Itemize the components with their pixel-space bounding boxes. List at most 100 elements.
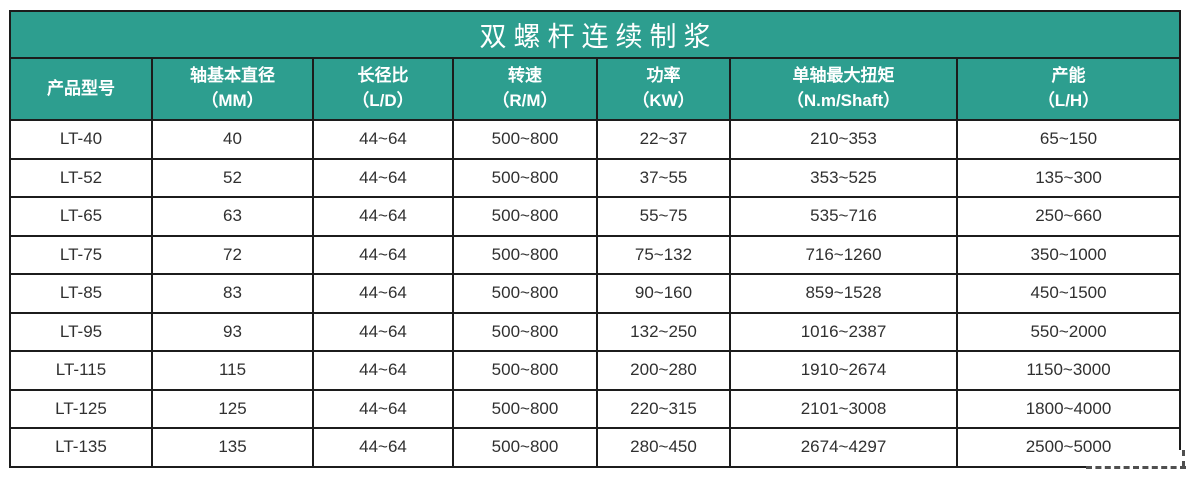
- value-cell: 716~1260: [729, 234, 958, 275]
- model-cell: LT-85: [9, 273, 153, 314]
- table-row-LT-125: LT-125 125 44~64 500~800 220~315 2101~3008 180…: [9, 388, 1182, 429]
- table-row-LT-65: LT-65 63 44~64 500~800 55~75 535~716 250~660: [9, 196, 1182, 237]
- column-label: 功率: [646, 66, 681, 86]
- value-cell: 500~800: [452, 196, 598, 237]
- value-cell: 500~800: [452, 311, 598, 352]
- column-label: 产能: [1051, 66, 1086, 86]
- value-cell: 44~64: [312, 427, 454, 468]
- value-cell: 44~64: [312, 196, 454, 237]
- value-cell: 1150~3000: [955, 350, 1182, 391]
- value-cell: 2500~5000: [955, 427, 1182, 468]
- value-cell: 500~800: [452, 157, 598, 198]
- value-cell: 350~1000: [955, 234, 1182, 275]
- value-cell: 37~55: [596, 157, 731, 198]
- column-label: 单轴最大扭矩: [792, 66, 895, 86]
- table-row-LT-95: LT-95 93 44~64 500~800 132~250 1016~2387 550~2…: [9, 311, 1182, 352]
- column-header-6: 产能 （L/H）: [955, 57, 1182, 121]
- value-cell: 500~800: [452, 350, 598, 391]
- value-cell: 2674~4297: [729, 427, 958, 468]
- value-cell: 44~64: [312, 350, 454, 391]
- column-header-5: 单轴最大扭矩 （N.m/Shaft）: [729, 57, 958, 121]
- value-cell: 135~300: [955, 157, 1182, 198]
- value-cell: 859~1528: [729, 273, 958, 314]
- column-label: 长径比: [357, 66, 409, 86]
- model-cell: LT-52: [9, 157, 153, 198]
- column-unit: （L/H）: [1037, 91, 1100, 110]
- value-cell: 55~75: [596, 196, 731, 237]
- value-cell: 353~525: [729, 157, 958, 198]
- model-cell: LT-95: [9, 311, 153, 352]
- value-cell: 210~353: [729, 119, 958, 160]
- table-row-LT-52: LT-52 52 44~64 500~800 37~55 353~525 135~300: [9, 157, 1182, 198]
- value-cell: 44~64: [312, 119, 454, 160]
- value-cell: 220~315: [596, 388, 731, 429]
- value-cell: 52: [151, 157, 314, 198]
- value-cell: 1800~4000: [955, 388, 1182, 429]
- column-header-0: 产品型号: [9, 57, 153, 121]
- column-label: 轴基本直径: [190, 66, 275, 86]
- model-cell: LT-75: [9, 234, 153, 275]
- value-cell: 500~800: [452, 388, 598, 429]
- model-cell: LT-65: [9, 196, 153, 237]
- value-cell: 1910~2674: [729, 350, 958, 391]
- column-header-1: 轴基本直径 （MM）: [151, 57, 314, 121]
- title-row: 双螺杆连续制浆: [8, 10, 1182, 59]
- value-cell: 132~250: [596, 311, 731, 352]
- value-cell: 135: [151, 427, 314, 468]
- value-cell: 2101~3008: [729, 388, 958, 429]
- column-header-2: 长径比 （L/D）: [312, 57, 454, 121]
- table-row-LT-85: LT-85 83 44~64 500~800 90~160 859~1528 450~150…: [9, 273, 1182, 314]
- column-unit: （R/M）: [492, 91, 558, 110]
- value-cell: 44~64: [312, 157, 454, 198]
- value-cell: 500~800: [452, 234, 598, 275]
- value-cell: 280~450: [596, 427, 731, 468]
- column-label: 转速: [508, 66, 542, 86]
- column-unit: （KW）: [632, 91, 695, 110]
- value-cell: 83: [151, 273, 314, 314]
- table-row-LT-135: LT-135 135 44~64 500~800 280~450 2674~4297 250…: [9, 427, 1182, 468]
- value-cell: 44~64: [312, 311, 454, 352]
- value-cell: 90~160: [596, 273, 731, 314]
- column-unit: （N.m/Shaft）: [786, 91, 901, 110]
- table-row-LT-115: LT-115 115 44~64 500~800 200~280 1910~2674 115…: [9, 350, 1182, 391]
- value-cell: 450~1500: [955, 273, 1182, 314]
- value-cell: 63: [151, 196, 314, 237]
- value-cell: 72: [151, 234, 314, 275]
- value-cell: 65~150: [955, 119, 1182, 160]
- value-cell: 1016~2387: [729, 311, 958, 352]
- value-cell: 125: [151, 388, 314, 429]
- table-body: LT-40 40 44~64 500~800 22~37 210~353 65~150 LT-…: [9, 119, 1182, 468]
- value-cell: 75~132: [596, 234, 731, 275]
- value-cell: 500~800: [452, 427, 598, 468]
- product-spec-table: 双螺杆连续制浆 产品型号 轴基本直径 （MM） 长径比 （L/D） 转速 （R/M） 功率 （K…: [8, 10, 1182, 468]
- value-cell: 93: [151, 311, 314, 352]
- column-header-4: 功率 （KW）: [596, 57, 731, 121]
- header-row: 产品型号 轴基本直径 （MM） 长径比 （L/D） 转速 （R/M） 功率 （KW） 单轴最大扭矩…: [9, 57, 1182, 121]
- watermark-dashes-horizontal: [1086, 466, 1186, 469]
- table-title: 双螺杆连续制浆: [8, 10, 1182, 59]
- value-cell: 115: [151, 350, 314, 391]
- value-cell: 535~716: [729, 196, 958, 237]
- column-unit: （L/D）: [352, 91, 414, 110]
- value-cell: 44~64: [312, 273, 454, 314]
- value-cell: 22~37: [596, 119, 731, 160]
- model-cell: LT-40: [9, 119, 153, 160]
- column-header-3: 转速 （R/M）: [452, 57, 598, 121]
- model-cell: LT-125: [9, 388, 153, 429]
- value-cell: 44~64: [312, 388, 454, 429]
- table-row-LT-75: LT-75 72 44~64 500~800 75~132 716~1260 350~100…: [9, 234, 1182, 275]
- model-cell: LT-135: [9, 427, 153, 468]
- value-cell: 44~64: [312, 234, 454, 275]
- model-cell: LT-115: [9, 350, 153, 391]
- value-cell: 500~800: [452, 273, 598, 314]
- table-row-LT-40: LT-40 40 44~64 500~800 22~37 210~353 65~150: [9, 119, 1182, 160]
- watermark-dashes-vertical: [1182, 450, 1185, 467]
- value-cell: 250~660: [955, 196, 1182, 237]
- value-cell: 550~2000: [955, 311, 1182, 352]
- value-cell: 200~280: [596, 350, 731, 391]
- value-cell: 500~800: [452, 119, 598, 160]
- column-unit: （MM）: [201, 91, 264, 110]
- value-cell: 40: [151, 119, 314, 160]
- column-label: 产品型号: [47, 78, 115, 98]
